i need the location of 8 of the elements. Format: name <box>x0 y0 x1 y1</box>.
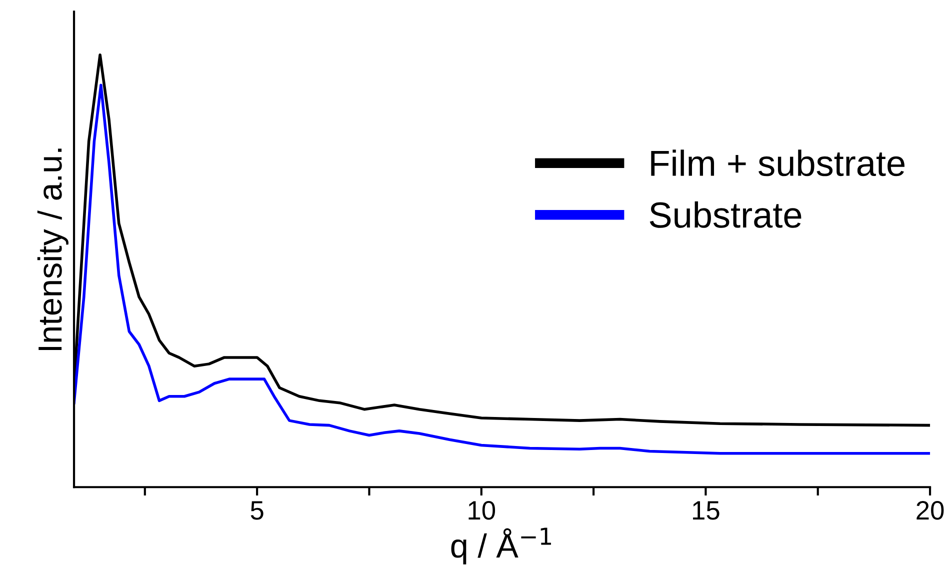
x-tick-label: 10 <box>468 501 496 520</box>
legend-label: Film + substrate <box>651 150 904 176</box>
y-axis-title: Intensity / a.u. <box>37 148 68 350</box>
legend-label: Substrate <box>650 201 802 228</box>
x-tick-label: 20 <box>916 501 944 520</box>
x-axis-title: q / Å$^{−1}$ <box>451 528 551 564</box>
x-tick-label: 5 <box>250 501 264 520</box>
x-tick-label: 15 <box>693 501 720 520</box>
